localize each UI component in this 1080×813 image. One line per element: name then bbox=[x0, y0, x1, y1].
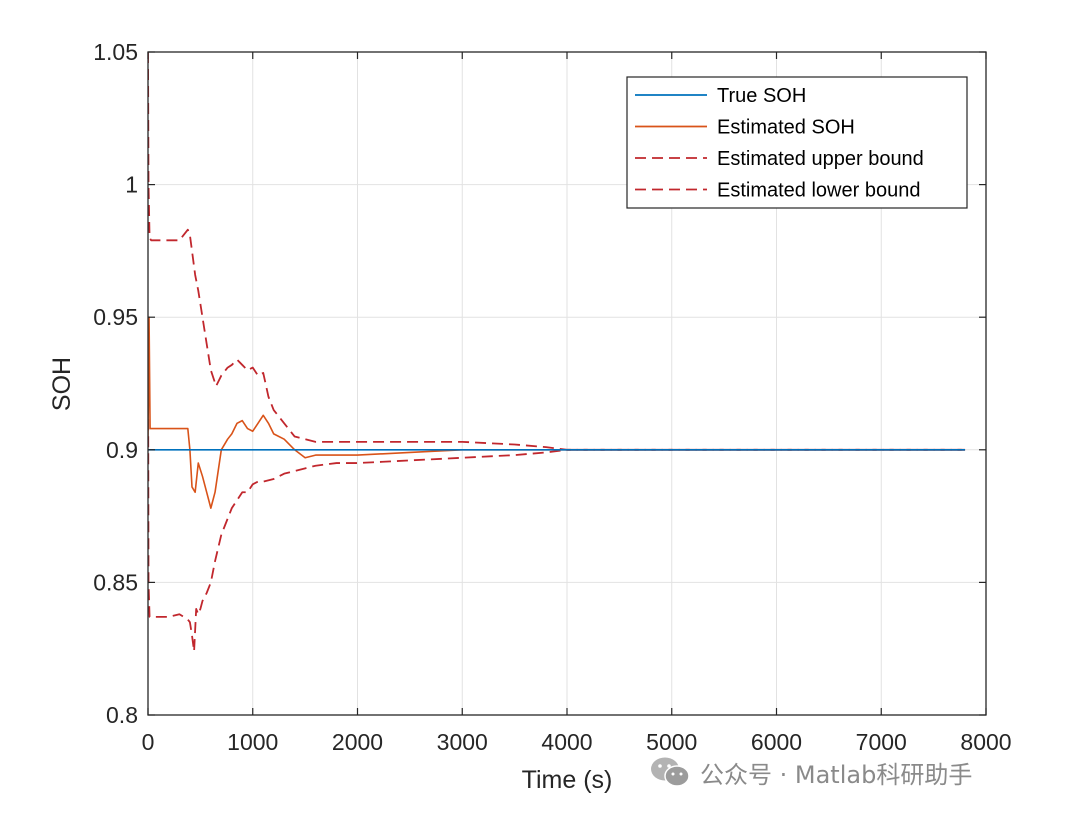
y-tick-label: 0.85 bbox=[93, 569, 138, 595]
wechat-icon bbox=[651, 757, 690, 787]
y-tick-label: 0.9 bbox=[106, 437, 138, 463]
watermark: 公众号 · Matlab科研助手 bbox=[648, 752, 972, 792]
watermark-text: 公众号 · Matlab科研助手 bbox=[700, 760, 973, 789]
x-tick-label: 7000 bbox=[856, 729, 907, 755]
y-tick-label: 0.95 bbox=[93, 304, 138, 330]
x-tick-label: 3000 bbox=[437, 729, 488, 755]
series-layer bbox=[148, 52, 966, 653]
x-tick-label: 8000 bbox=[960, 729, 1011, 755]
x-tick-label: 0 bbox=[142, 729, 155, 755]
x-axis-label: Time (s) bbox=[522, 766, 613, 794]
legend-label: Estimated SOH bbox=[717, 117, 855, 139]
y-axis-label: SOH bbox=[48, 357, 76, 411]
y-tick-label: 0.8 bbox=[106, 702, 138, 728]
series-line-estimated-upper-bound bbox=[148, 52, 966, 451]
x-tick-label: 1000 bbox=[227, 729, 278, 755]
legend-box bbox=[626, 76, 968, 209]
legend-label: Estimated lower bound bbox=[717, 180, 920, 202]
x-tick-label: 2000 bbox=[332, 729, 383, 755]
ticks: 0 1000 2000 3000 4000 5000 6000 7000 8000 0.8 0.85… bbox=[93, 39, 1011, 755]
legend-label: Estimated upper bound bbox=[717, 148, 924, 170]
x-tick-label: 4000 bbox=[541, 729, 592, 755]
legend: True SOH Estimated SOH Estimated upper bou… bbox=[626, 76, 968, 209]
y-tick-label: 1 bbox=[125, 172, 138, 198]
x-tick-label: 6000 bbox=[751, 729, 802, 755]
y-tick-label: 1.05 bbox=[93, 39, 138, 65]
legend-label: True SOH bbox=[717, 85, 806, 107]
x-tick-label: 5000 bbox=[646, 729, 697, 755]
